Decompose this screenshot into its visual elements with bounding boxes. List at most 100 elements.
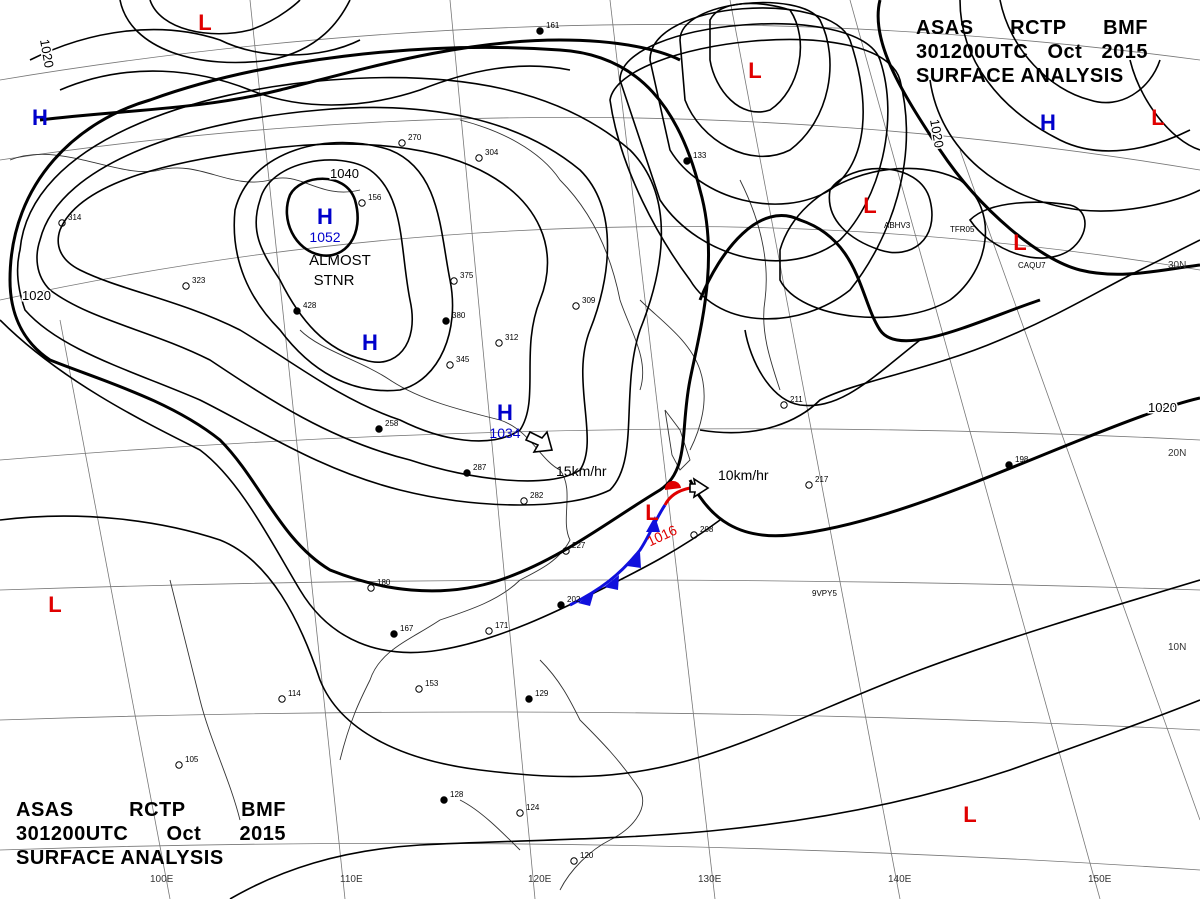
cold-front-triangle: [578, 592, 594, 606]
header-line-2: 301200UTC Oct 2015: [916, 40, 1148, 64]
station-circle: [58, 219, 66, 227]
station-circle: [536, 27, 544, 35]
header-station: RCTP: [1010, 17, 1067, 39]
longitude-label: 150E: [1088, 874, 1112, 885]
low-pressure-center: L: [1013, 230, 1026, 255]
isobar: [1129, 59, 1200, 151]
header-month: Oct: [166, 823, 202, 845]
high-pressure-center: H: [362, 330, 378, 355]
header-product: ASAS: [16, 799, 74, 821]
high-motion-arrow: [524, 430, 554, 453]
station-pressure-value: 133: [693, 151, 707, 160]
station-pressure-value: 270: [408, 133, 422, 142]
central-pressure-value: 1052: [309, 229, 340, 245]
latitude-label: 10N: [1168, 642, 1186, 653]
high-pressure-center: H: [32, 105, 48, 130]
station-id-label: TFR05: [950, 225, 975, 234]
station-pressure-value: 114: [288, 689, 301, 698]
station-circle: [442, 317, 450, 325]
fronts: [569, 480, 691, 607]
isobar-value-label: 1020: [927, 118, 947, 149]
isobar: [876, 0, 1200, 276]
station-pressure-value: 208: [700, 525, 714, 534]
isobar: [39, 38, 681, 122]
station-pressure-value: 202: [567, 595, 581, 604]
station-circle: [485, 627, 493, 635]
header-month: Oct: [1047, 41, 1083, 63]
station-pressure-value: 309: [582, 296, 596, 305]
station-pressure-value: 217: [815, 475, 829, 484]
header-line-3: SURFACE ANALYSIS: [916, 64, 1148, 88]
isobar: [285, 177, 359, 257]
isobar: [929, 79, 1200, 212]
station-circle: [358, 199, 366, 207]
station-pressure-value: 211: [790, 395, 803, 404]
station-pressure-value: 312: [505, 333, 519, 342]
high-pressure-center: H: [1040, 110, 1056, 135]
header-time: 301200UTC: [16, 823, 129, 845]
station-circle: [398, 139, 406, 147]
header-time: 301200UTC: [916, 41, 1029, 63]
isobar: [255, 159, 413, 363]
header-top: ASAS RCTP BMF 301200UTC Oct 2015 SURFACE…: [916, 16, 1148, 88]
isobar: [16, 76, 663, 506]
station-circle: [495, 339, 503, 347]
station-circle: [175, 761, 183, 769]
longitude-label: 110E: [340, 874, 363, 885]
station-pressure-value: 375: [460, 271, 474, 280]
station-id-label: CAQU7: [1018, 261, 1046, 270]
isobar: [744, 329, 921, 407]
station-pressure-value: 161: [546, 21, 560, 30]
header-line-2: 301200UTC Oct 2015: [16, 822, 286, 846]
longitude-label: 100E: [150, 874, 174, 885]
low-pressure-center: L: [198, 10, 211, 35]
isobar-value-label: 1020: [22, 288, 51, 303]
station-circle: [520, 497, 528, 505]
cold-front-triangle: [604, 575, 619, 590]
isobar-value-label: 1040: [330, 166, 359, 181]
station-pressure-value: 180: [377, 578, 391, 587]
isobar: [968, 201, 1086, 259]
low-motion-arrow: [689, 477, 710, 499]
station-id-label: 9VPY5: [812, 589, 837, 598]
isobar: [699, 239, 1200, 434]
header-line-1: ASAS RCTP BMF: [16, 798, 286, 822]
low-pressure-center: L: [645, 500, 658, 525]
station-circle: [525, 695, 533, 703]
station-pressure-value: 198: [1015, 455, 1029, 464]
station-pressure-value: 428: [303, 301, 317, 310]
header-product: ASAS: [916, 17, 974, 39]
station-circle: [450, 277, 458, 285]
station-circle: [1005, 461, 1013, 469]
longitude-label: 130E: [698, 874, 722, 885]
station-circle: [780, 401, 788, 409]
station-circle: [516, 809, 524, 817]
station-pressure-value: 171: [495, 621, 509, 630]
cold-front: [569, 504, 667, 607]
header-line-3: SURFACE ANALYSIS: [16, 846, 286, 870]
station-pressure-value: 128: [450, 790, 464, 799]
low-pressure-center: L: [1151, 105, 1164, 130]
station-circle: [182, 282, 190, 290]
station-circle: [690, 531, 698, 539]
isobar: [959, 0, 1191, 152]
warm-front: [663, 486, 691, 506]
latitude-label: 30N: [1168, 260, 1186, 271]
station-circle: [446, 361, 454, 369]
station-pressure-value: 153: [425, 679, 439, 688]
low-pressure-center: L: [748, 58, 761, 83]
isobar: [649, 7, 864, 205]
station-pressure-value: 227: [572, 541, 586, 550]
header-year: 2015: [1101, 41, 1148, 63]
header-station: RCTP: [129, 799, 186, 821]
isobar: [688, 396, 1200, 538]
isobar: [149, 0, 301, 35]
station-circle: [415, 685, 423, 693]
station-plots: [58, 27, 1013, 865]
station-id-label: ABHV3: [884, 221, 911, 230]
station-pressure-value: 323: [192, 276, 206, 285]
cold-front-triangle: [646, 516, 660, 532]
